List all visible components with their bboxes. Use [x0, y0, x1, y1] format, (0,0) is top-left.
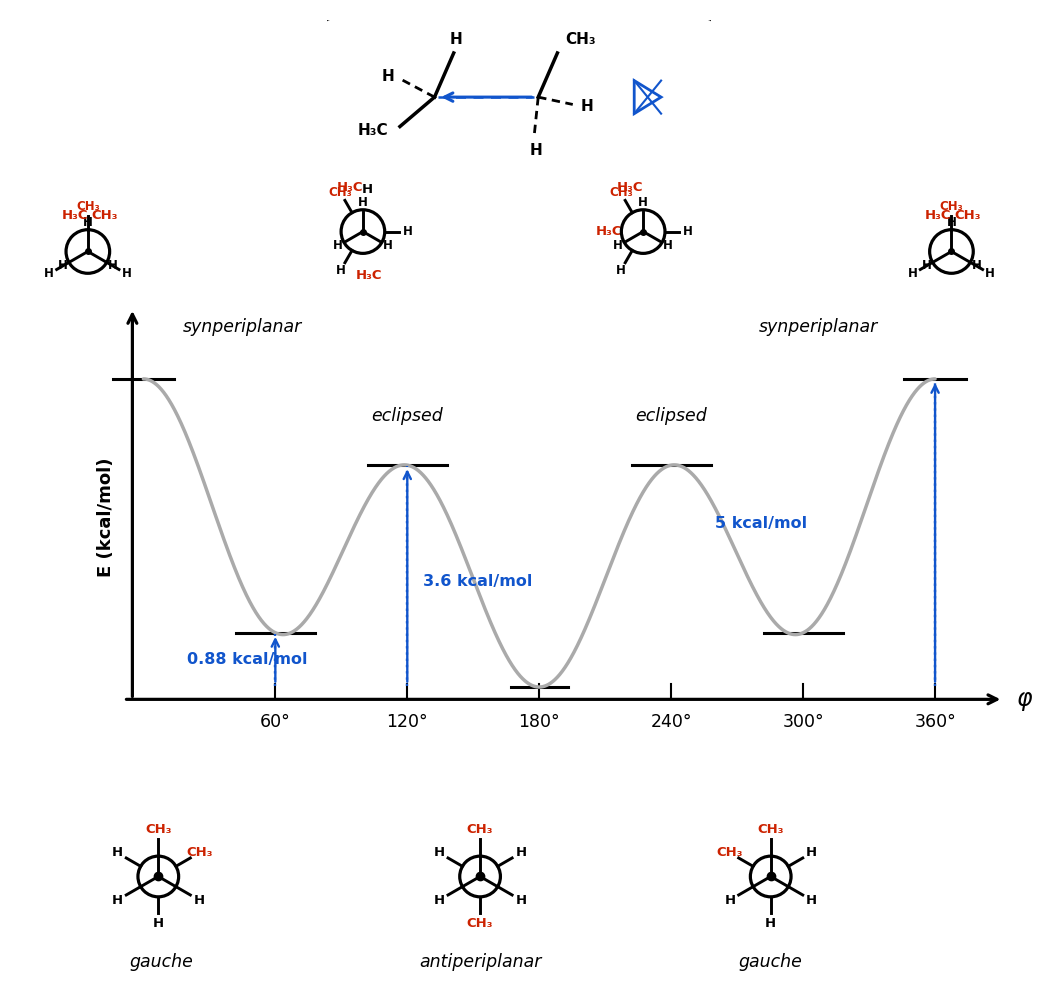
Text: 360°: 360°: [914, 713, 956, 731]
Text: gauche: gauche: [738, 953, 802, 971]
Text: H: H: [335, 264, 346, 277]
Text: H: H: [805, 893, 817, 906]
Text: H₃C: H₃C: [61, 209, 88, 222]
Text: H₃C: H₃C: [336, 181, 363, 194]
Text: H: H: [515, 847, 526, 860]
Text: H: H: [381, 70, 394, 85]
Text: H: H: [515, 893, 526, 906]
Text: H: H: [580, 99, 593, 114]
FancyBboxPatch shape: [323, 18, 715, 180]
Text: H: H: [985, 267, 995, 280]
Text: H: H: [83, 216, 92, 229]
Text: synperiplanar: synperiplanar: [183, 318, 302, 336]
Text: 0.88 kcal/mol: 0.88 kcal/mol: [188, 652, 308, 667]
Text: H: H: [434, 847, 445, 860]
Text: H: H: [112, 847, 124, 860]
Text: eclipsed: eclipsed: [635, 407, 707, 425]
Text: H: H: [616, 264, 626, 277]
Text: 3.6 kcal/mol: 3.6 kcal/mol: [422, 574, 532, 589]
Text: CH₃: CH₃: [565, 33, 596, 48]
Text: 180°: 180°: [518, 713, 561, 731]
Text: CH₃: CH₃: [329, 186, 353, 199]
Text: H: H: [972, 259, 981, 272]
Text: 240°: 240°: [651, 713, 692, 731]
Text: H: H: [683, 225, 692, 238]
Text: H: H: [922, 259, 931, 272]
Text: H₃C: H₃C: [617, 181, 644, 194]
Text: H: H: [765, 917, 776, 930]
Text: eclipsed: eclipsed: [372, 407, 443, 425]
Text: E (kcal/mol): E (kcal/mol): [97, 458, 115, 578]
Text: CH₃: CH₃: [467, 917, 493, 930]
Text: H: H: [45, 267, 54, 280]
Text: φ: φ: [1016, 687, 1032, 711]
Text: H: H: [333, 239, 343, 252]
Text: H: H: [805, 847, 817, 860]
Text: 120°: 120°: [386, 713, 428, 731]
Text: gauche: gauche: [129, 953, 193, 971]
Text: 60°: 60°: [260, 713, 291, 731]
Text: H: H: [613, 239, 623, 252]
Text: H₃C: H₃C: [358, 123, 388, 137]
Text: H: H: [530, 143, 543, 158]
Text: 5 kcal/mol: 5 kcal/mol: [715, 516, 808, 531]
Text: CH₃: CH₃: [91, 209, 117, 222]
Text: CH₃: CH₃: [609, 186, 633, 199]
Text: H₃C: H₃C: [596, 225, 623, 238]
Text: antiperiplanar: antiperiplanar: [419, 953, 542, 971]
Text: H: H: [434, 893, 445, 906]
Text: H: H: [638, 196, 648, 209]
Text: CH₃: CH₃: [758, 823, 784, 836]
Text: H: H: [403, 225, 412, 238]
Text: H: H: [193, 893, 204, 906]
Text: H: H: [663, 239, 673, 252]
Text: H: H: [725, 893, 736, 906]
Text: CH₃: CH₃: [186, 847, 213, 860]
Text: H: H: [108, 259, 117, 272]
Text: H: H: [383, 239, 392, 252]
Text: H: H: [358, 196, 367, 209]
Text: H₃C: H₃C: [925, 209, 952, 222]
Text: H: H: [58, 259, 67, 272]
Text: 300°: 300°: [783, 713, 824, 731]
Text: H: H: [362, 183, 373, 196]
Text: CH₃: CH₃: [145, 823, 171, 836]
Text: H: H: [449, 33, 462, 48]
Text: H: H: [153, 917, 164, 930]
Text: H₃C: H₃C: [356, 269, 383, 282]
Text: synperiplanar: synperiplanar: [759, 318, 878, 336]
Text: CH₃: CH₃: [939, 200, 963, 213]
Text: CH₃: CH₃: [467, 823, 493, 836]
Text: H: H: [908, 267, 918, 280]
Text: CH₃: CH₃: [76, 200, 100, 213]
Text: CH₃: CH₃: [955, 209, 981, 222]
Text: H: H: [112, 893, 124, 906]
Text: H: H: [947, 216, 956, 229]
Text: CH₃: CH₃: [716, 847, 743, 860]
Text: H: H: [121, 267, 132, 280]
